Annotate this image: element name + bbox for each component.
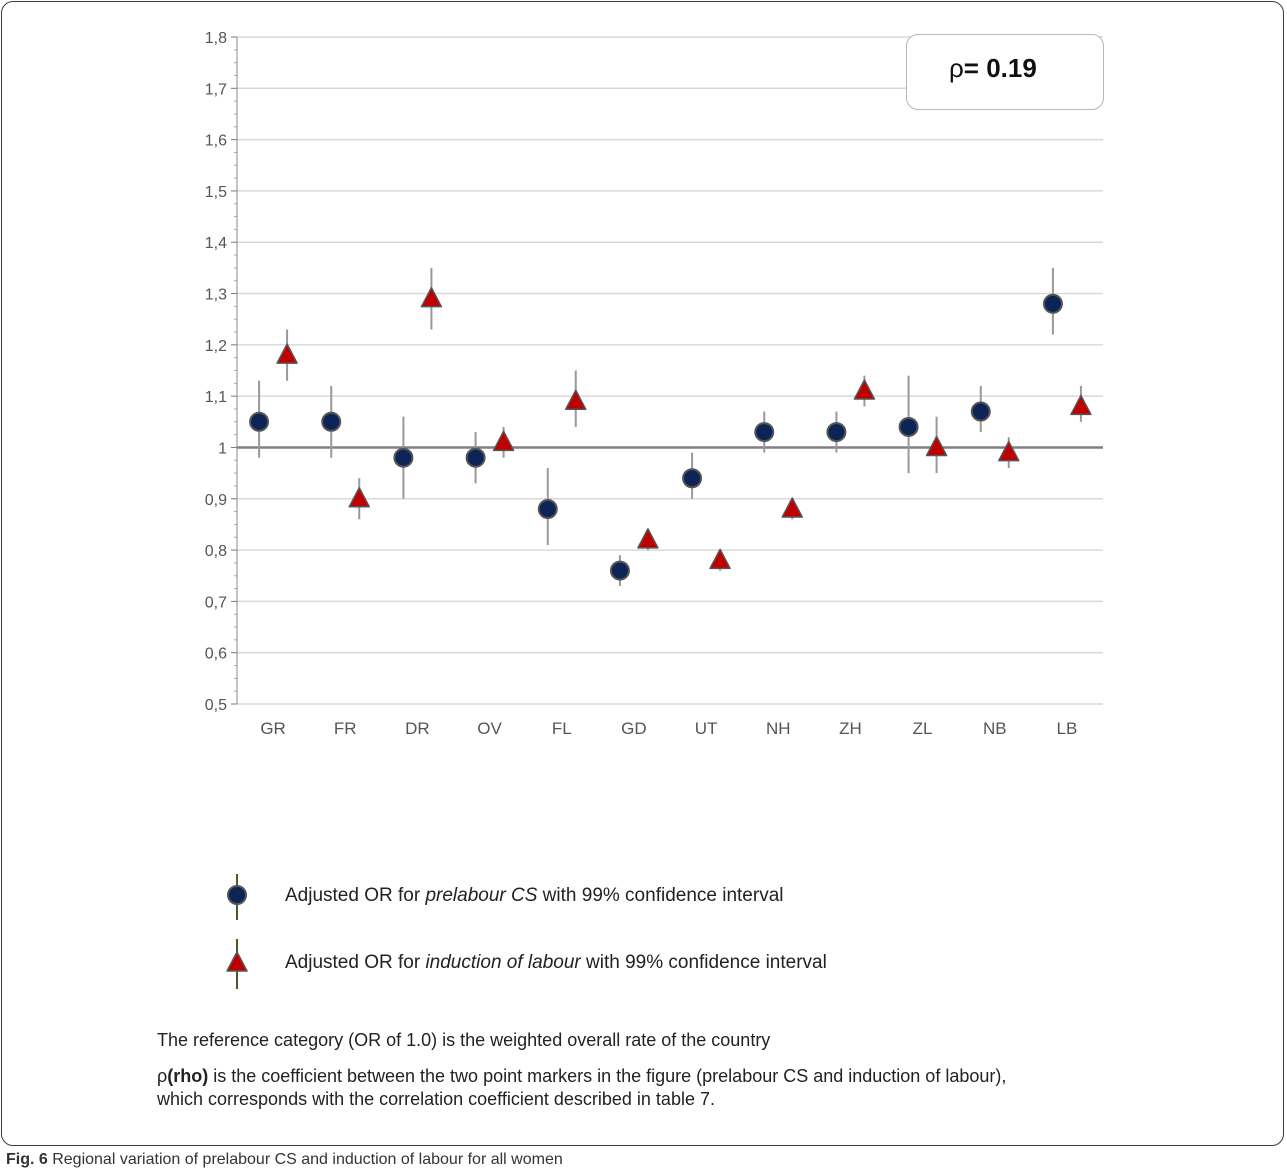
- figure-caption: Fig. 6 Regional variation of prelabour C…: [6, 1151, 563, 1168]
- rho-annotation: ρ= 0.19: [949, 53, 1037, 84]
- x-tick-label: FR: [334, 719, 357, 738]
- data-point-triangle: [853, 379, 876, 400]
- y-tick-label: 0,5: [205, 697, 227, 714]
- x-tick-label: NB: [983, 719, 1007, 738]
- x-tick-label: LB: [1057, 719, 1078, 738]
- y-tick-label: 1: [218, 440, 227, 457]
- gridlines: [237, 36, 1103, 705]
- legend-triangle-marker: [226, 951, 248, 972]
- note-reference: The reference category (OR of 1.0) is th…: [157, 1030, 771, 1050]
- y-tick-label: 1,2: [205, 338, 227, 355]
- data-point-triangle: [348, 487, 370, 508]
- y-tick-label: 1,6: [205, 133, 227, 150]
- legend-circle-marker: [227, 885, 247, 905]
- x-tick-label: FL: [552, 719, 572, 738]
- data-point-circle: [754, 422, 775, 443]
- x-tick-label: ZL: [913, 719, 933, 738]
- legend-entry-induction: Adjusted OR for induction of labour with…: [285, 952, 827, 973]
- y-tick-label: 1,8: [205, 30, 227, 47]
- x-tick-label: UT: [695, 719, 718, 738]
- data-point-circle: [898, 416, 919, 437]
- data-point-triangle: [709, 548, 731, 570]
- y-tick-label: 0,6: [205, 646, 227, 663]
- data-series: [249, 267, 1092, 586]
- data-point-circle: [321, 411, 342, 432]
- data-point-triangle: [1070, 394, 1092, 416]
- data-point-circle: [1042, 293, 1063, 314]
- data-point-circle: [826, 422, 847, 443]
- y-tick-label: 0,8: [205, 543, 227, 560]
- data-point-circle: [249, 411, 270, 432]
- note-rho: ρ(rho) is the coefficient between the tw…: [157, 1066, 1007, 1109]
- data-point-triangle: [637, 528, 659, 549]
- y-tick-label: 0,9: [205, 492, 227, 509]
- legend-entry-prelabour-cs: Adjusted OR for prelabour CS with 99% co…: [285, 885, 784, 906]
- data-point-triangle: [492, 430, 515, 452]
- y-tick-label: 0,7: [205, 594, 227, 611]
- rho-symbol: ρ: [949, 53, 964, 83]
- data-point-circle: [609, 560, 630, 581]
- data-point-circle: [393, 447, 414, 468]
- rho-annotation-box: ρ= 0.19: [906, 34, 1104, 110]
- x-tick-label: OV: [477, 719, 502, 738]
- data-point-circle: [537, 499, 558, 520]
- x-tick-label: GD: [621, 719, 647, 738]
- figure-frame: [1, 1, 1284, 1146]
- data-point-triangle: [565, 389, 587, 411]
- data-point-circle: [682, 468, 703, 489]
- data-point-triangle: [276, 343, 298, 364]
- data-point-triangle: [925, 435, 948, 457]
- axes: 0,5 0,6 0,7 0,8 0,9 1 1,1 1,2 1,3 1,4 1,5 1,6 1,7 1,8…: [205, 30, 1103, 738]
- y-tick-label: 1,3: [205, 287, 227, 304]
- legend-markers: [226, 874, 248, 989]
- y-tick-label: 1,7: [205, 81, 227, 98]
- y-tick-label: 1,4: [205, 235, 227, 252]
- data-point-circle: [970, 401, 991, 422]
- data-point-triangle: [781, 497, 803, 518]
- x-tick-label: DR: [405, 719, 430, 738]
- data-point-triangle: [998, 440, 1020, 462]
- data-point-circle: [465, 447, 486, 468]
- x-tick-label: NH: [766, 719, 791, 738]
- rho-value: = 0.19: [963, 53, 1037, 83]
- data-point-triangle: [420, 286, 443, 308]
- x-tick-label: GR: [260, 719, 286, 738]
- y-tick-label: 1,1: [205, 389, 227, 406]
- y-tick-label: 1,5: [205, 184, 227, 201]
- x-tick-label: ZH: [839, 719, 862, 738]
